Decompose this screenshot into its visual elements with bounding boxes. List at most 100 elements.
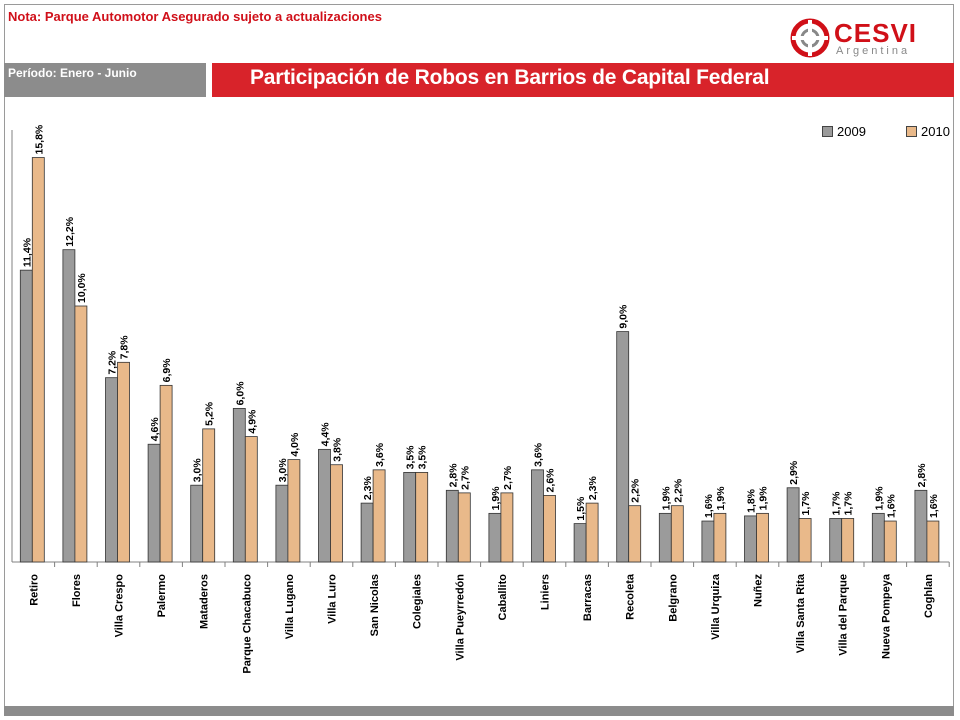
category-label: Villa Pueyrredón	[454, 574, 466, 661]
data-label: 1,6%	[703, 493, 715, 518]
bar-2009	[616, 331, 630, 563]
bar-2010	[585, 502, 599, 563]
data-label: 2,8%	[447, 463, 459, 488]
period-bar	[4, 63, 206, 97]
bar-2009	[275, 484, 289, 563]
bar-2010	[500, 492, 514, 563]
data-label: 3,5%	[417, 445, 429, 470]
data-label: 4,6%	[149, 417, 161, 442]
data-label: 1,7%	[843, 491, 855, 516]
bar-2009	[232, 407, 246, 563]
bar-2009	[445, 489, 459, 563]
data-label: 2,2%	[630, 478, 642, 503]
data-label: 2,7%	[459, 465, 471, 490]
bar-2010	[330, 464, 343, 563]
bar-2009	[658, 512, 672, 563]
data-label: 1,7%	[831, 491, 843, 516]
data-label: 3,0%	[192, 458, 204, 483]
category-label: Liniers	[540, 574, 552, 610]
data-label: 6,9%	[161, 358, 173, 383]
category-label: Flores	[71, 574, 83, 607]
data-label: 1,5%	[575, 496, 587, 521]
bar-2009	[403, 471, 417, 563]
bar-2009	[914, 489, 928, 563]
legend-label-2010: 2010	[921, 124, 950, 139]
data-label: 3,8%	[332, 437, 344, 462]
data-label: 1,9%	[715, 486, 727, 511]
chart-title: Participación de Robos en Barrios de Cap…	[250, 66, 770, 89]
data-label: 3,6%	[533, 442, 545, 467]
data-label: 15,8%	[33, 124, 45, 154]
bottom-bar	[4, 706, 954, 716]
bar-2010	[670, 505, 684, 563]
bar-2009	[318, 448, 331, 563]
bar-2010	[883, 520, 897, 563]
bar-2009	[829, 518, 843, 563]
bar-2009	[871, 512, 885, 563]
data-label: 12,2%	[64, 216, 76, 246]
bar-2009	[147, 443, 161, 563]
data-label: 6,0%	[234, 381, 246, 406]
legend-label-2009: 2009	[837, 124, 866, 139]
data-label: 7,8%	[119, 335, 131, 360]
bar-2009	[701, 520, 715, 563]
category-label: Villa Santa Rita	[795, 573, 807, 653]
data-label: 1,6%	[885, 493, 897, 518]
data-label: 1,9%	[873, 486, 885, 511]
category-label: Barracas	[582, 574, 594, 621]
data-label: 1,9%	[758, 486, 770, 511]
data-label: 2,3%	[362, 476, 374, 501]
category-label: Villa Crespo	[114, 574, 126, 638]
bar-2009	[19, 269, 33, 563]
data-label: 2,7%	[502, 465, 514, 490]
legend-swatch-2009	[822, 126, 833, 138]
data-label: 1,6%	[928, 493, 940, 518]
data-label: 1,7%	[800, 491, 812, 516]
data-label: 2,3%	[587, 476, 599, 501]
bar-2010	[628, 505, 642, 563]
category-label: Palermo	[156, 574, 168, 618]
bar-2010	[756, 512, 769, 563]
bar-2009	[786, 487, 800, 563]
legend-item-2010: 2010	[906, 124, 950, 139]
bar-2009	[360, 502, 374, 563]
category-label: Retiro	[28, 574, 40, 606]
bar-2009	[105, 377, 118, 563]
category-label: Villa Luro	[327, 574, 339, 624]
bar-2010	[117, 361, 130, 563]
category-label: Villa Urquiza	[710, 573, 722, 640]
data-label: 7,2%	[107, 350, 119, 375]
note-text: Nota: Parque Automotor Asegurado sujeto …	[8, 9, 382, 24]
category-label: Parque Chacabuco	[241, 574, 253, 674]
bar-2009	[190, 484, 204, 563]
bar-2010	[841, 518, 855, 563]
bar-2010	[543, 495, 556, 563]
data-label: 3,0%	[277, 458, 289, 483]
title-bar	[212, 63, 954, 97]
data-label: 4,4%	[320, 422, 332, 447]
category-label: Coghlan	[923, 574, 935, 618]
cesvi-logo-icon	[790, 18, 830, 58]
data-label: 1,8%	[746, 488, 758, 513]
bar-2010	[244, 436, 258, 563]
logo-subtitle: Argentina	[836, 45, 911, 57]
category-label: Nueva Pompeya	[880, 573, 892, 659]
category-label: Nuñez	[753, 574, 765, 608]
data-label: 1,9%	[490, 486, 502, 511]
category-label: San Nicolas	[369, 574, 381, 636]
data-label: 2,8%	[916, 463, 928, 488]
bar-2010	[372, 469, 386, 563]
bar-2010	[457, 492, 471, 563]
logo-wordmark: CESVI	[834, 18, 918, 48]
data-label: 5,2%	[204, 401, 216, 426]
bar-2010	[31, 157, 45, 563]
data-label: 2,2%	[672, 478, 684, 503]
data-label: 10,0%	[76, 273, 88, 303]
bar-2010	[713, 512, 727, 563]
bar-2009	[744, 515, 757, 563]
bar-2010	[415, 471, 429, 563]
data-label: 3,6%	[374, 442, 386, 467]
bar-2009	[488, 512, 502, 563]
bar-2010	[159, 384, 173, 563]
